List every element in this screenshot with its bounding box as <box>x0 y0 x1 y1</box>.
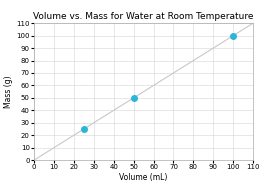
X-axis label: Volume (mL): Volume (mL) <box>119 173 168 182</box>
Point <box>132 96 136 99</box>
Y-axis label: Mass (g): Mass (g) <box>4 75 14 108</box>
Title: Volume vs. Mass for Water at Room Temperature: Volume vs. Mass for Water at Room Temper… <box>33 12 254 21</box>
Point <box>82 128 86 131</box>
Point <box>231 34 235 37</box>
